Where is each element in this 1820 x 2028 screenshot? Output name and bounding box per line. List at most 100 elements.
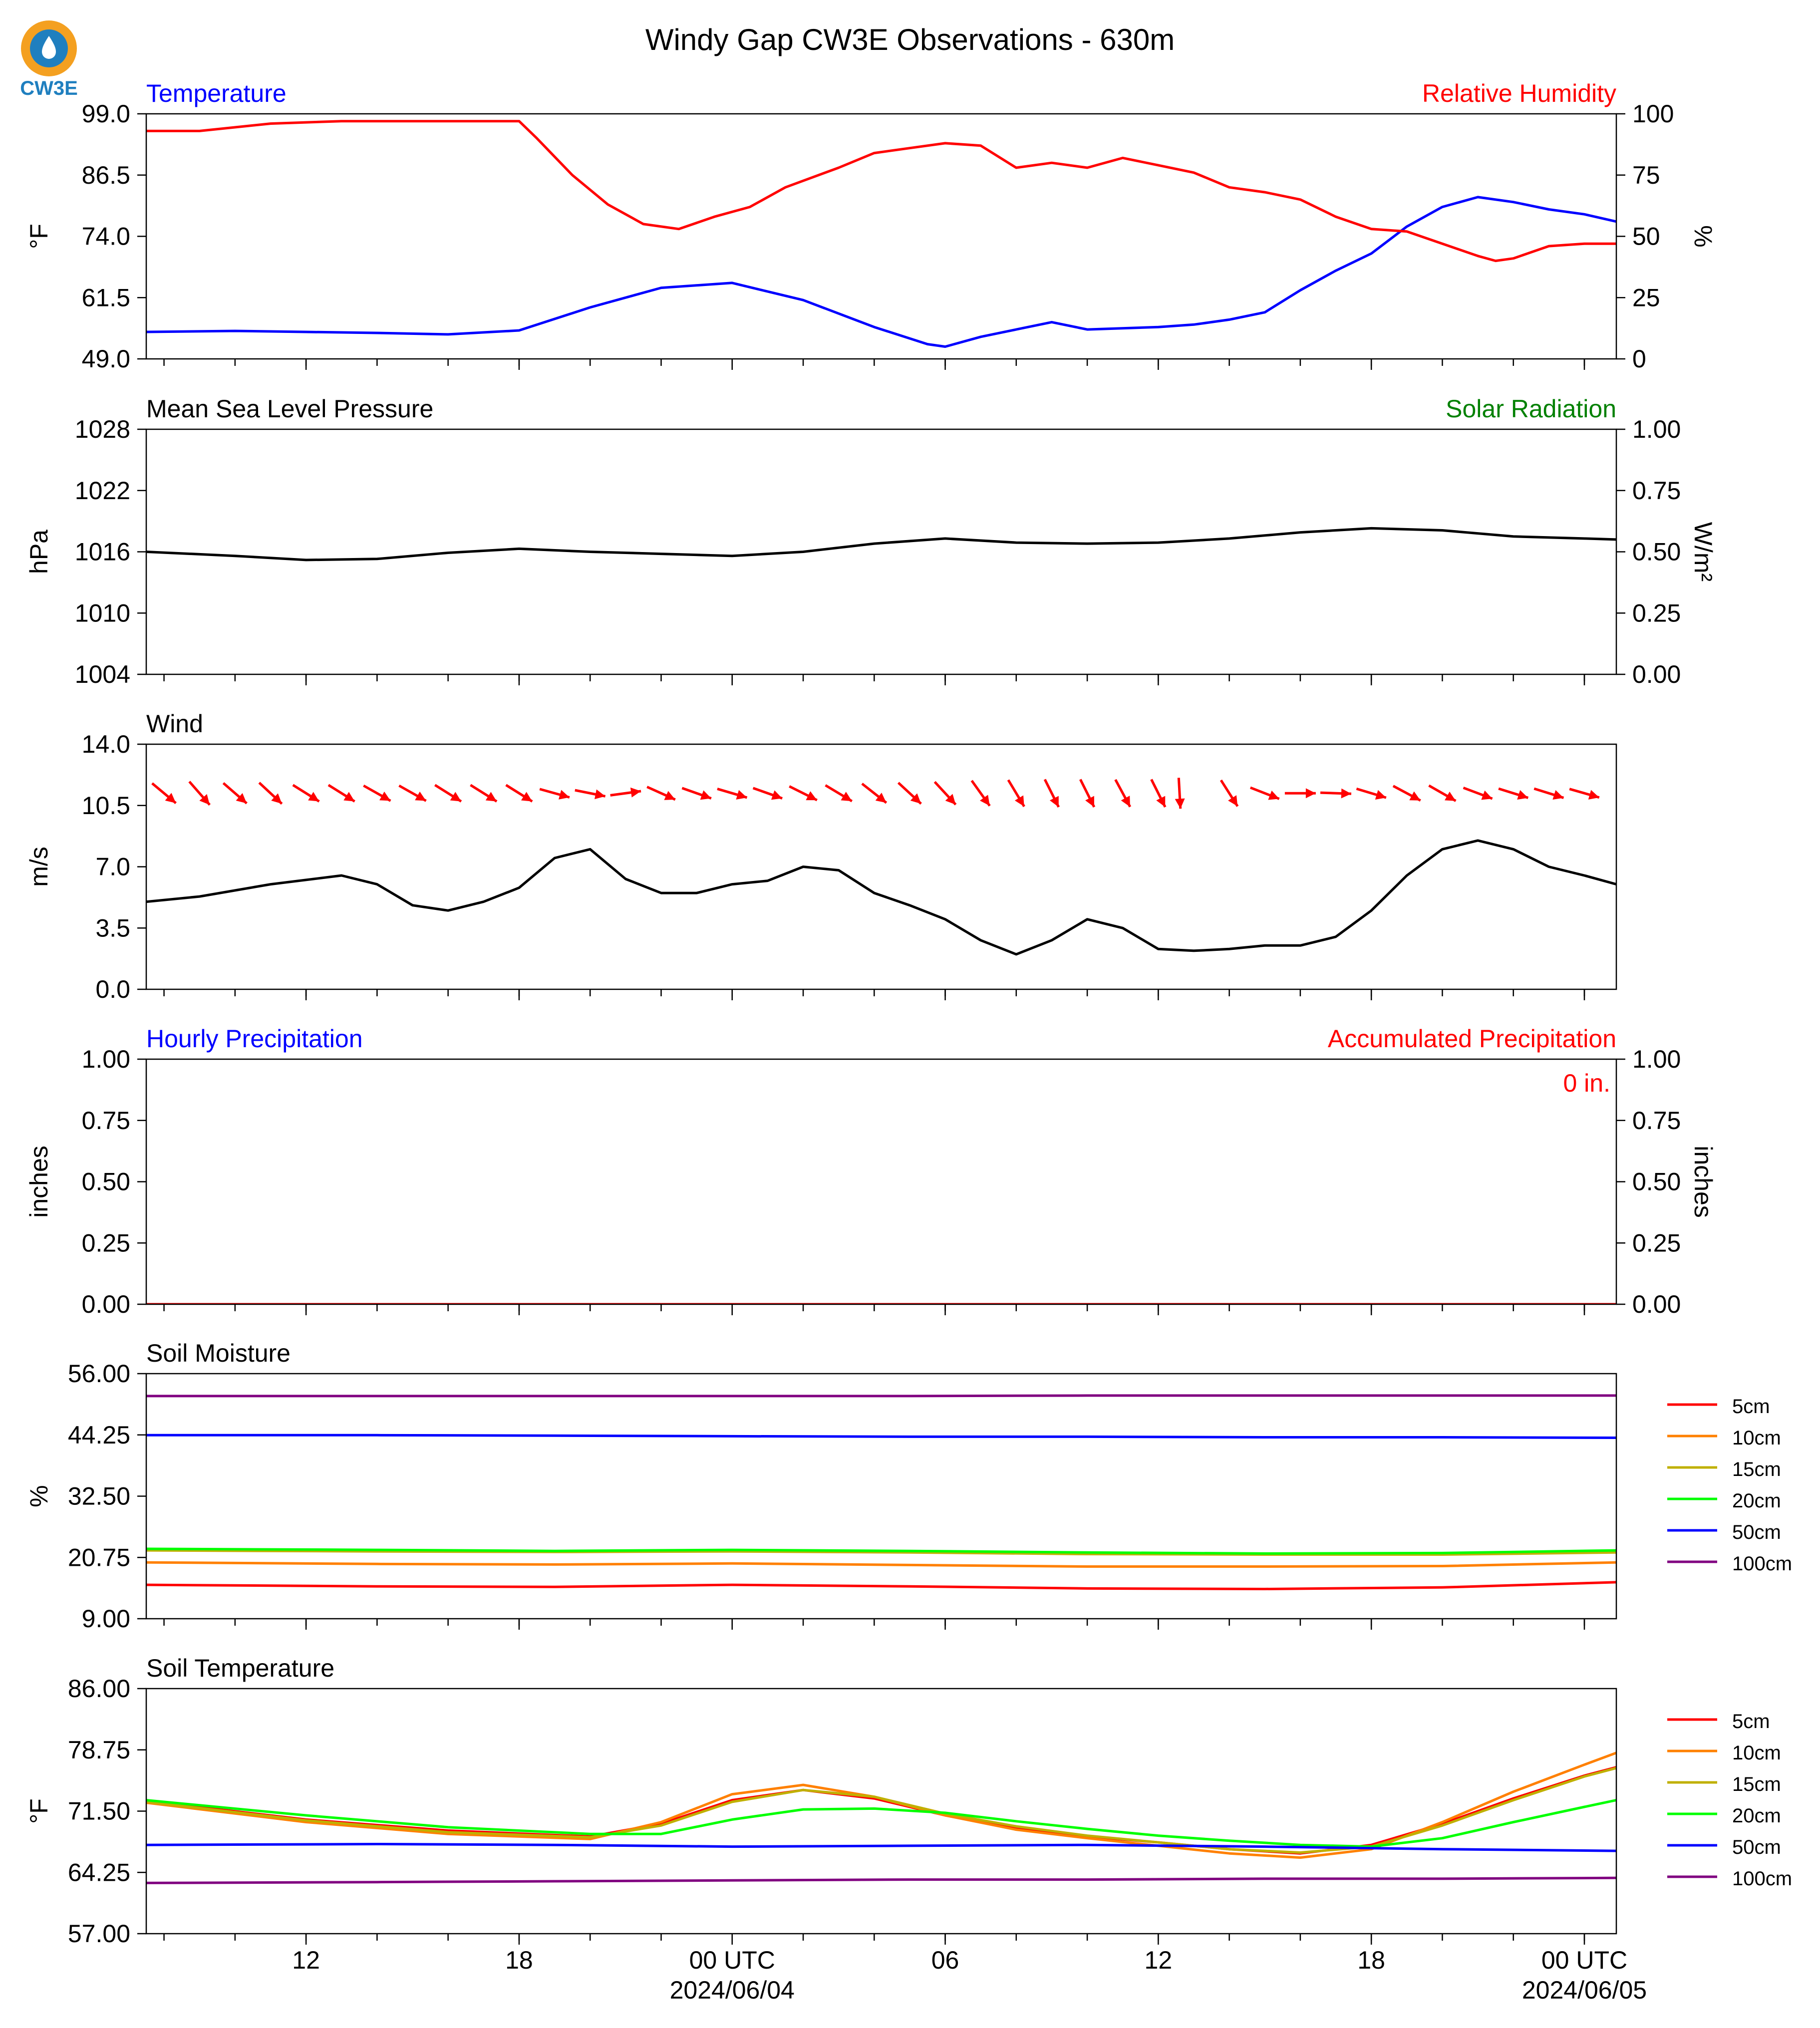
wind-arrow-head [343,792,355,802]
wind-arrow [1007,779,1025,808]
logo-drop-icon [42,36,56,59]
wind-arrow [327,784,355,803]
series-20cm-line [146,1547,1616,1555]
y-tick-label: 9.00 [82,1605,130,1633]
wind-arrow-head [1014,795,1024,807]
panel-right-title: Solar Radiation [1446,395,1616,423]
wind-arrow-head [595,789,606,800]
panel-right-title: Relative Humidity [1422,79,1616,107]
wind-arrow-head [308,792,319,802]
wind-arrow-head [271,793,282,804]
legend-label: 50cm [1732,1521,1781,1543]
series-1-0-line [146,527,1616,562]
wind-arrow-head [1268,790,1279,800]
x-tick-label: 12 [292,1946,320,1974]
y-tick-label: 57.00 [68,1920,130,1948]
x-tick-label: 18 [505,1946,533,1974]
wind-arrow-head [1228,795,1238,807]
y-tick-label: 0.0 [95,975,130,1003]
panel-title: Mean Sea Level Pressure [146,395,433,423]
panel-title: Temperature [146,79,287,107]
wind-arrow-head [558,790,570,800]
wind-arrow [1320,788,1352,799]
y-axis-label: hPa [25,530,53,574]
wind-arrow [188,781,211,806]
y-tick-label: 1028 [75,415,130,443]
y-tick-label: 7.0 [95,853,130,881]
wind-vectors [151,778,1600,809]
legend-label: 5cm [1732,1711,1770,1733]
figure-title: Windy Gap CW3E Observations - 630m [645,23,1175,56]
wind-arrow [258,782,283,805]
wind-arrow [1569,788,1600,800]
series-0-0-line [146,196,1616,348]
y-tick-right-label: 0.25 [1632,1229,1681,1257]
series-10cm-line [146,1751,1616,1859]
y-tick-label: 0.75 [82,1107,130,1135]
wind-arrow [970,780,991,807]
y-tick-label: 86.00 [68,1675,130,1703]
legend-label: 5cm [1732,1396,1770,1418]
y-tick-right-label: 50 [1632,223,1660,251]
wind-arrow [363,784,391,802]
wind-arrow-head [1341,788,1352,799]
wind-arrow-head [1175,798,1185,809]
y-tick-right-label: 1.00 [1632,1045,1681,1073]
y-axis-right-label: inches [1689,1146,1717,1218]
panel-frame-3 [145,1058,1617,1305]
x-tick-label: 12 [1145,1946,1173,1974]
x-tick-label: 18 [1357,1946,1385,1974]
y-tick-label: 0.25 [82,1229,130,1257]
logo: CW3E [20,20,78,99]
x-tick-label: 00 UTC [1541,1946,1627,1974]
wind-arrow-head [806,791,817,801]
wind-arrow-head [1552,790,1564,800]
y-tick-label: 14.0 [82,730,130,758]
y-tick-label: 3.5 [95,914,130,942]
y-tick-right-label: 75 [1632,161,1660,189]
wind-arrow-head [1305,788,1316,799]
wind-arrow [1463,786,1493,800]
legend: 5cm 10cm 15cm 20cm 50cm 100cm [1667,1711,1792,1890]
wind-arrow [897,782,922,805]
panel-frame-1 [145,428,1617,675]
y-tick-label: 99.0 [82,100,130,128]
wind-arrow-head [1085,796,1094,807]
wind-arrow-head [1375,790,1386,800]
wind-arrow [398,784,427,802]
y-tick-label: 1004 [75,660,130,688]
wind-arrow [825,784,853,803]
y-tick-right-label: 100 [1632,100,1674,128]
y-tick-label: 44.25 [68,1421,130,1449]
y-tick-right-label: 0.50 [1632,1168,1681,1196]
y-tick-label: 71.50 [68,1797,130,1825]
legend-label: 15cm [1732,1773,1781,1795]
wind-arrow-head [664,791,675,800]
wind-arrow-head [415,791,426,801]
wind-arrow-head [875,793,887,803]
series-2-0-line [146,839,1616,956]
y-tick-label: 0.50 [82,1168,130,1196]
wind-arrow [1498,787,1529,800]
wind-arrow [1392,785,1421,802]
wind-arrow [1533,787,1564,800]
y-tick-right-label: 0.75 [1632,477,1681,505]
wind-arrow-head [1121,796,1130,807]
series-5cm-line [146,1581,1616,1590]
wind-arrow [470,784,498,803]
panel-right-title: Accumulated Precipitation [1328,1025,1616,1053]
accumulated-annotation: 0 in. [1563,1069,1610,1097]
y-tick-label: 0.00 [82,1290,130,1318]
wind-arrow [1079,779,1096,808]
wind-arrow-head [165,793,176,804]
panel-title: Soil Moisture [146,1339,291,1367]
wind-arrow-head [1588,790,1599,800]
series-50cm-line [146,1843,1616,1852]
panel-frame-2 [145,743,1617,990]
wind-arrow-head [841,792,852,802]
x-date-label: 2024/06/05 [1522,1976,1647,2004]
wind-arrow-head [736,790,747,800]
wind-arrow-head [450,792,461,802]
wind-arrow [717,788,748,800]
wind-arrow-head [379,791,391,801]
